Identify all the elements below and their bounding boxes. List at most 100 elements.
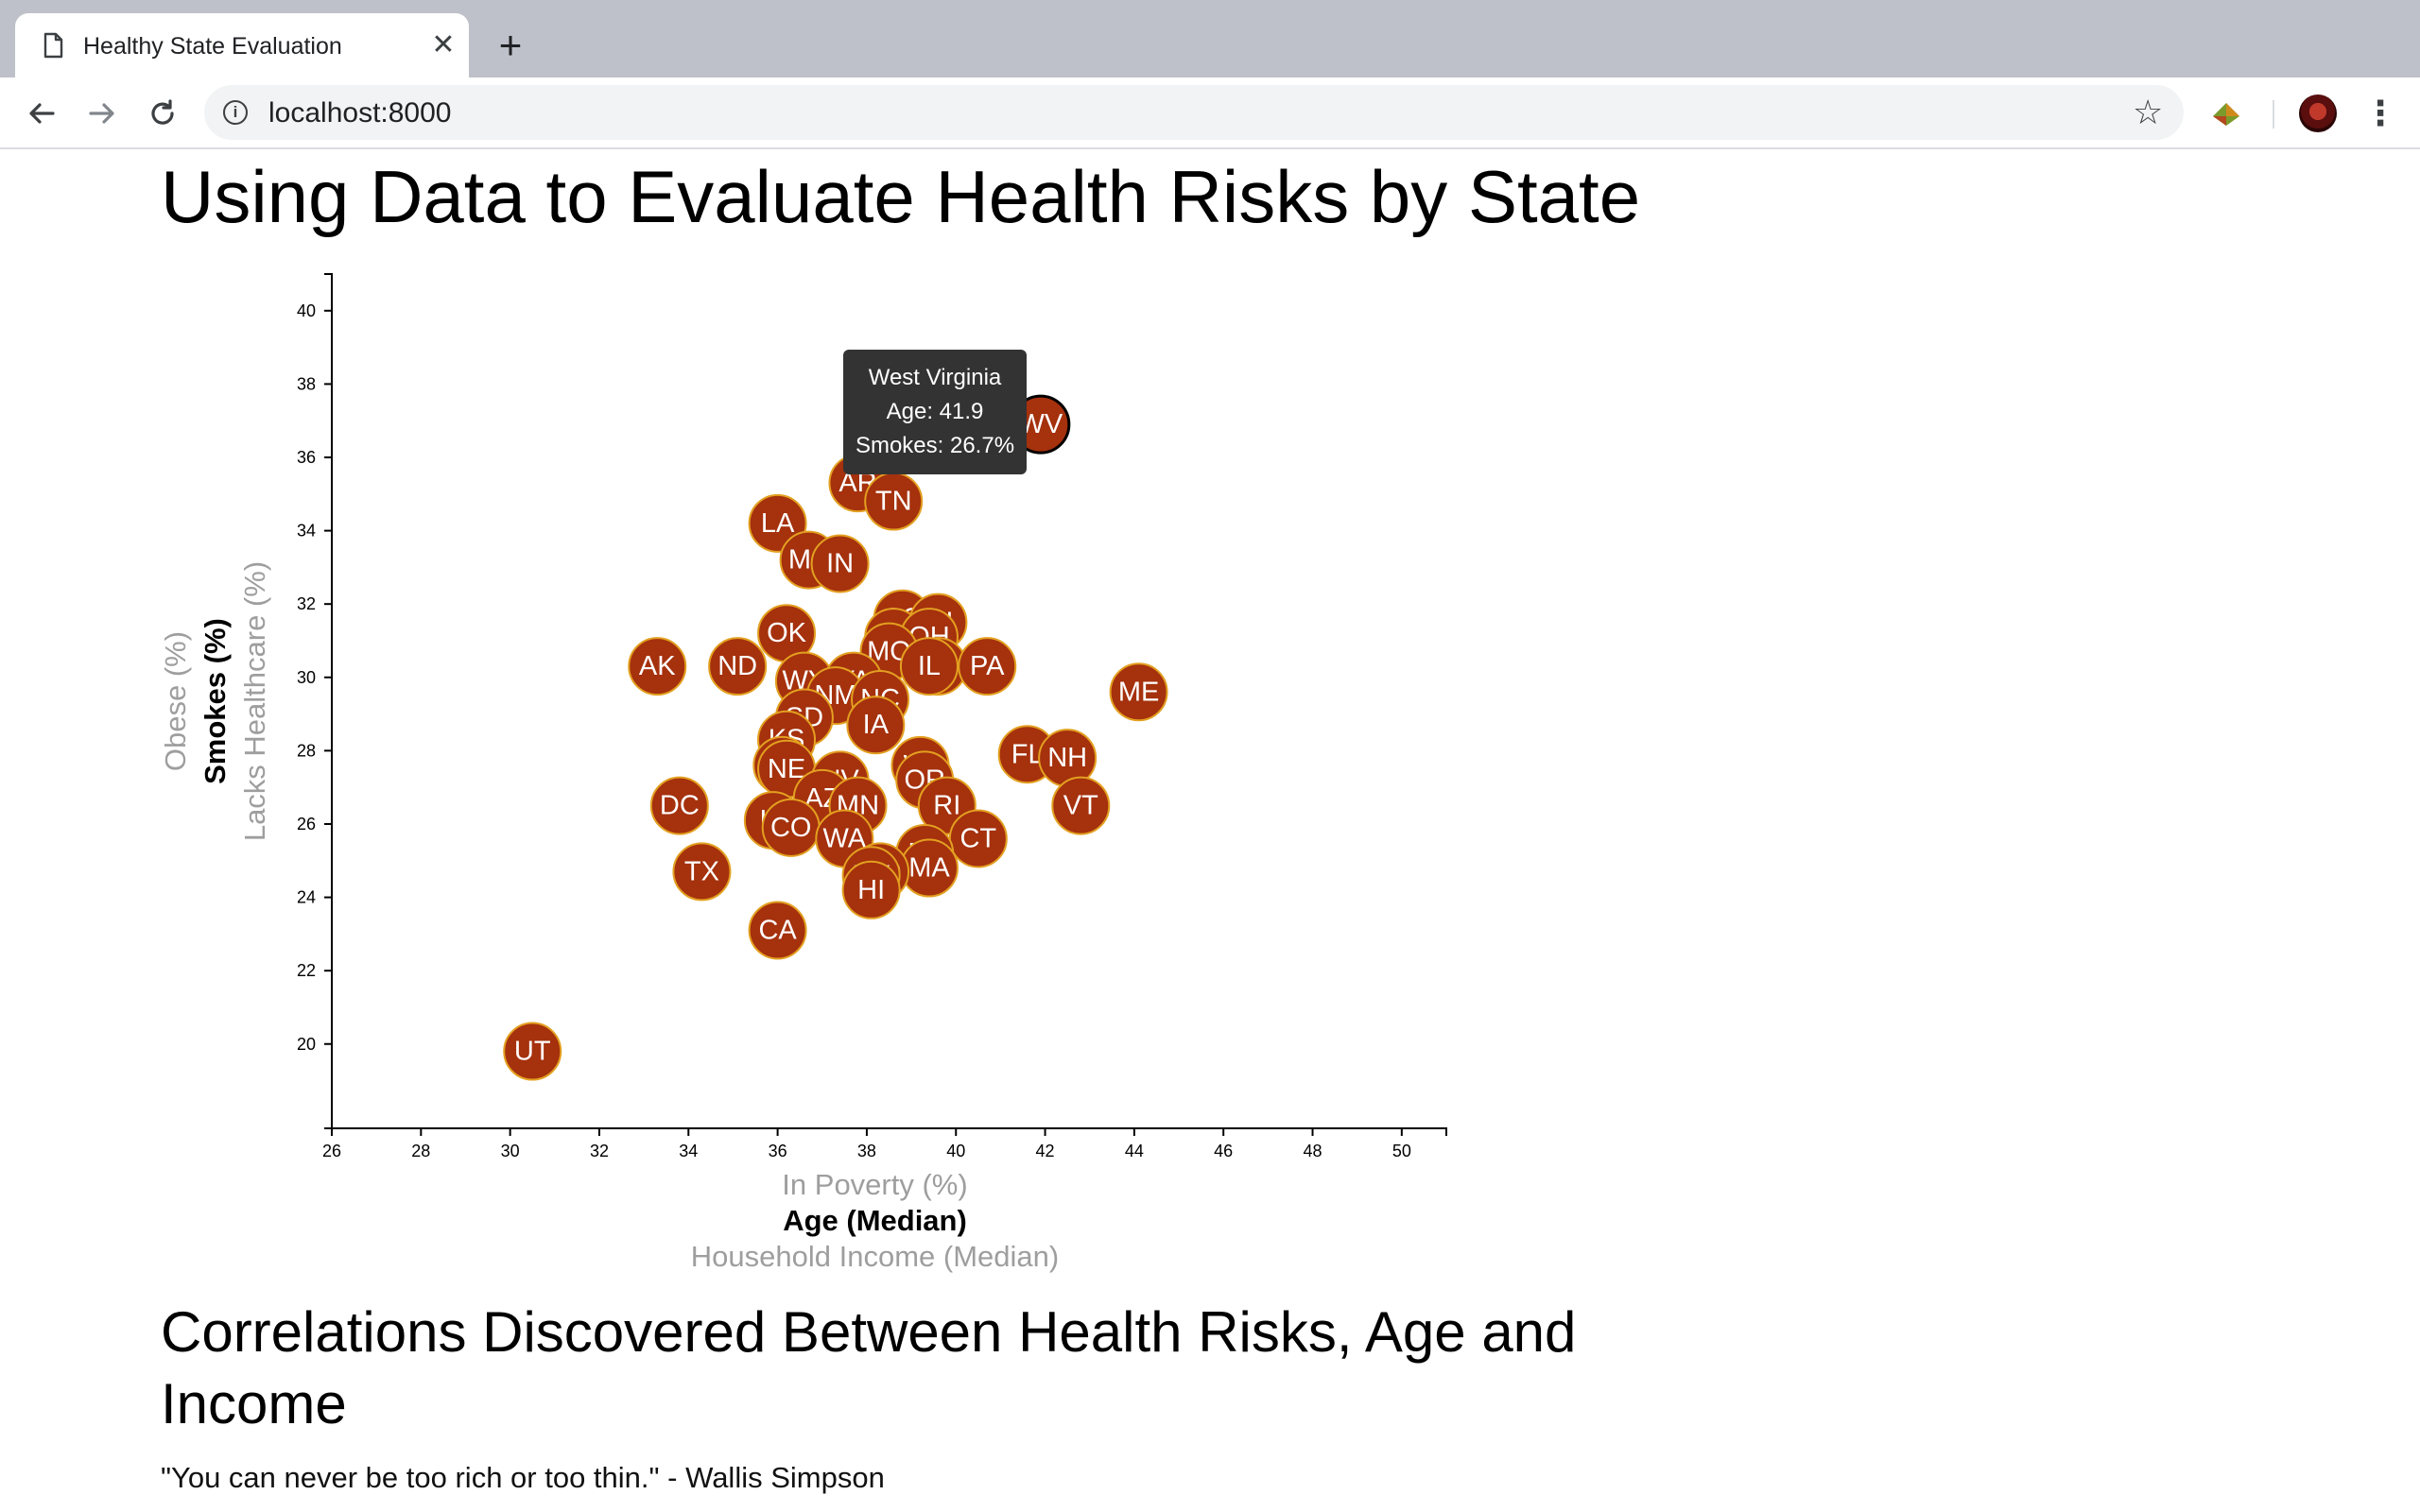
state-point-me[interactable]: ME <box>1109 662 1168 722</box>
state-label: LA <box>761 508 795 539</box>
y-tick-label: 20 <box>297 1035 316 1054</box>
state-label: FL <box>1011 739 1044 769</box>
browser-menu-icon[interactable]: ⋮ <box>2363 94 2397 132</box>
state-circle[interactable] <box>899 637 959 696</box>
state-label: NH <box>1047 743 1087 773</box>
state-point-ut[interactable]: UT <box>503 1022 562 1081</box>
y-tick-label: 26 <box>297 815 316 833</box>
state-circle[interactable] <box>846 696 906 755</box>
x-axis-label[interactable]: Age (Median) <box>783 1204 967 1237</box>
state-point-ok[interactable]: OK <box>757 604 817 663</box>
state-point-ca[interactable]: CA <box>748 901 807 960</box>
state-circle[interactable] <box>958 637 1017 696</box>
browser-toolbar: i localhost:8000 ☆ ⋮ <box>0 77 2420 149</box>
state-point-hi[interactable]: HI <box>841 860 901 919</box>
page-icon <box>43 32 63 59</box>
state-point-il[interactable]: IL <box>899 637 959 696</box>
state-circle[interactable] <box>649 776 709 835</box>
state-label: HI <box>857 875 885 905</box>
state-point-tn[interactable]: TN <box>864 472 924 531</box>
y-tick-label: 30 <box>297 668 316 687</box>
state-label: DC <box>660 791 700 821</box>
state-circle[interactable] <box>1109 662 1168 722</box>
x-axis-label[interactable]: In Poverty (%) <box>782 1168 967 1201</box>
y-tick-label: 22 <box>297 961 316 980</box>
info-icon[interactable]: i <box>223 100 248 125</box>
bookmark-star-icon[interactable]: ☆ <box>2133 93 2164 131</box>
forward-arrow-icon[interactable] <box>83 94 121 132</box>
state-circle[interactable] <box>810 534 870 593</box>
y-axis-label[interactable]: Smokes (%) <box>199 618 232 784</box>
x-tick-label: 28 <box>411 1142 430 1160</box>
y-axis-label[interactable]: Lacks Healthcare (%) <box>238 561 271 841</box>
x-axis-label[interactable]: Household Income (Median) <box>691 1240 1059 1273</box>
x-tick-label: 48 <box>1304 1142 1322 1160</box>
state-point-dc[interactable]: DC <box>649 776 709 835</box>
state-point-ct[interactable]: CT <box>948 809 1008 868</box>
address-bar[interactable]: i localhost:8000 ☆ <box>204 85 2184 140</box>
state-label: IL <box>918 651 941 681</box>
x-tick-label: 36 <box>769 1142 787 1160</box>
tooltip-state: West Virginia <box>868 365 1002 390</box>
browser-tab[interactable]: Healthy State Evaluation ✕ <box>15 13 469 77</box>
state-label: MA <box>908 853 950 884</box>
state-circle[interactable] <box>628 637 687 696</box>
tooltip-smokes: Smokes: 26.7% <box>855 433 1015 458</box>
chart-axis-labels: In Poverty (%)Age (Median)Household Inco… <box>159 561 1059 1273</box>
state-point-ma[interactable]: MA <box>899 838 959 898</box>
state-label: TX <box>684 856 719 886</box>
new-tab-button[interactable]: + <box>498 23 523 67</box>
state-circle[interactable] <box>503 1022 562 1081</box>
chart-axes: 26 28 30 32 34 36 38 40 42 44 46 48 50 20 22 24 26 28 30 32… <box>297 273 1447 1160</box>
state-label: TN <box>875 487 912 517</box>
y-tick-label: 38 <box>297 374 316 393</box>
state-circle[interactable] <box>672 842 732 902</box>
x-tick-label: 46 <box>1214 1142 1233 1160</box>
state-tooltip: West Virginia Age: 41.9 Smokes: 26.7% <box>843 350 1027 474</box>
state-point-co[interactable]: CO <box>761 798 821 857</box>
tab-strip: Healthy State Evaluation ✕ + <box>0 0 2420 77</box>
y-tick-label: 40 <box>297 301 316 320</box>
y-axis-label[interactable]: Obese (%) <box>159 631 192 771</box>
x-axis-line <box>331 1127 1447 1136</box>
close-tab-icon[interactable]: ✕ <box>431 29 456 60</box>
state-point-vt[interactable]: VT <box>1051 776 1111 835</box>
x-tick-label: 34 <box>679 1142 698 1160</box>
state-point-tx[interactable]: TX <box>672 842 732 902</box>
x-tick-label: 44 <box>1125 1142 1144 1160</box>
state-circle[interactable] <box>748 901 807 960</box>
state-label: OK <box>767 618 807 648</box>
reload-icon[interactable] <box>144 94 182 132</box>
toolbar-divider <box>2273 100 2274 129</box>
state-point-ak[interactable]: AK <box>628 637 687 696</box>
state-point-nd[interactable]: ND <box>708 637 768 696</box>
y-axis-line <box>324 273 333 1129</box>
state-point-nh[interactable]: NH <box>1038 729 1098 788</box>
x-tick-label: 38 <box>857 1142 876 1160</box>
state-point-in[interactable]: IN <box>810 534 870 593</box>
state-label: AK <box>639 651 676 681</box>
y-tick-label: 34 <box>297 522 316 541</box>
state-point-fl[interactable]: FL <box>997 725 1057 784</box>
state-label: CA <box>758 915 797 945</box>
y-tick-label: 24 <box>297 888 316 907</box>
chart-points: WVKYARTNLAMSINOKSCMIALOHMODEILPAAKNDMEWY… <box>503 394 1168 1081</box>
x-tick-label: 50 <box>1392 1142 1411 1160</box>
state-label: NE <box>768 754 805 784</box>
profile-avatar[interactable] <box>2299 94 2337 132</box>
url-text[interactable]: localhost:8000 <box>268 97 452 129</box>
state-point-ia[interactable]: IA <box>846 696 906 755</box>
state-point-pa[interactable]: PA <box>958 637 1017 696</box>
state-label: IA <box>863 710 890 740</box>
extension-icon[interactable] <box>2210 98 2242 130</box>
back-arrow-icon[interactable] <box>23 94 60 132</box>
state-label: IN <box>826 549 854 579</box>
y-tick-label: 36 <box>297 448 316 467</box>
state-label: UT <box>514 1037 551 1067</box>
state-circle[interactable] <box>841 860 901 919</box>
state-label: ND <box>717 651 757 681</box>
state-circle[interactable] <box>708 637 768 696</box>
y-tick-label: 28 <box>297 741 316 760</box>
state-circle[interactable] <box>1051 776 1111 835</box>
x-tick-label: 26 <box>322 1142 341 1160</box>
